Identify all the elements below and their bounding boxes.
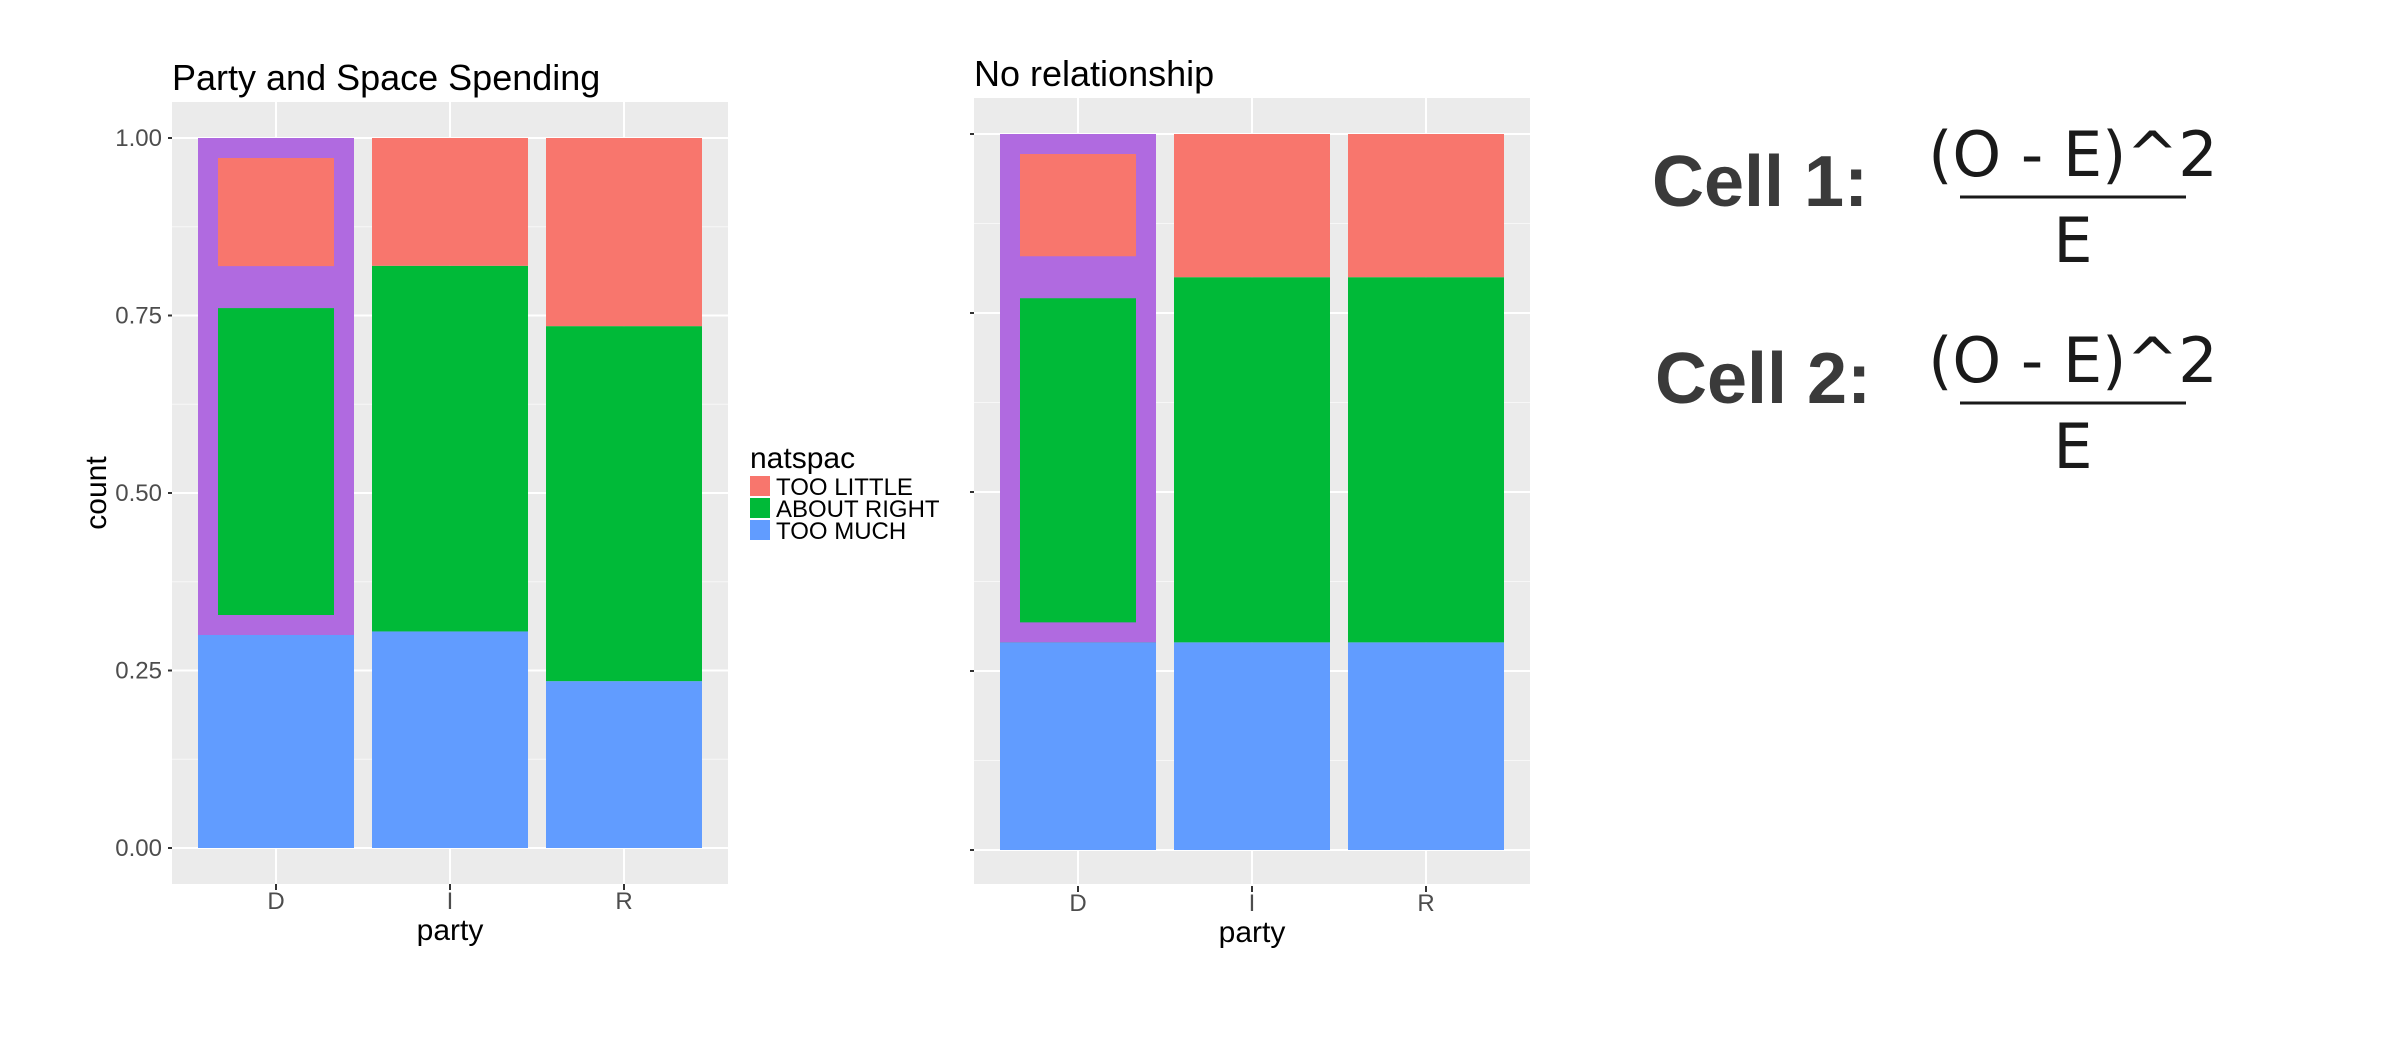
bar-R-about-right xyxy=(1348,277,1504,643)
bar-I-too-little xyxy=(1174,134,1330,278)
legend: natspac TOO LITTLE ABOUT RIGHT TOO MUCH xyxy=(750,442,940,545)
x-tick-label: I xyxy=(1249,890,1256,917)
bar-I-about-right xyxy=(372,265,528,632)
x-tick-label: D xyxy=(267,888,284,915)
legend-label-too-much: TOO MUCH xyxy=(776,518,906,545)
x-axis-label: party xyxy=(1219,916,1286,949)
bar-D-too-much xyxy=(198,635,354,848)
bar-R-too-little xyxy=(546,138,702,327)
bar-I-too-much xyxy=(1174,642,1330,850)
x-tick-label: D xyxy=(1069,890,1086,917)
chart-title: Party and Space Spending xyxy=(172,57,600,98)
legend-swatch-too-little xyxy=(750,476,770,496)
legend-label-about-right: ABOUT RIGHT xyxy=(776,496,940,523)
bar-I-about-right xyxy=(1174,277,1330,643)
formula-cell-2: Cell 2: (O - E)^2 E xyxy=(1655,324,2218,483)
y-tick-label: 0.25 xyxy=(115,658,162,685)
chart-no-relationship: No relationship D I R party xyxy=(970,53,1530,949)
highlight-box xyxy=(1000,134,1156,643)
y-tick-label: 1.00 xyxy=(115,125,162,152)
bar-I-too-little xyxy=(372,138,528,266)
bar-D-too-little xyxy=(198,138,354,288)
legend-label-too-little: TOO LITTLE xyxy=(776,474,913,501)
bar-R-too-much xyxy=(1348,642,1504,850)
formula-denominator: E xyxy=(2053,410,2092,483)
formula-numerator: (O - E)^2 xyxy=(1928,324,2218,397)
y-axis-label: count xyxy=(80,456,113,530)
bar-R-too-much xyxy=(546,681,702,848)
bar-D-too-little xyxy=(1000,134,1156,278)
chart-title: No relationship xyxy=(974,53,1214,94)
y-tick-label: 0.75 xyxy=(115,303,162,330)
bar-R-about-right xyxy=(546,326,702,682)
y-tick-label: 0.00 xyxy=(115,835,162,862)
y-tick-label: 0.50 xyxy=(115,480,162,507)
formula-numerator: (O - E)^2 xyxy=(1928,118,2218,191)
x-tick-label: R xyxy=(615,888,632,915)
bar-I-too-much xyxy=(372,631,528,848)
x-tick-label: R xyxy=(1417,890,1434,917)
bar-D-about-right xyxy=(1000,277,1156,643)
legend-swatch-about-right xyxy=(750,498,770,518)
chart-party-space-spending: Party and Space Spending 0.00 0.25 0.50 0.7… xyxy=(80,57,728,947)
formula-cell-1: Cell 1: (O - E)^2 E xyxy=(1652,118,2218,277)
formula-denominator: E xyxy=(2053,204,2092,277)
highlight-box xyxy=(198,138,354,635)
bar-R-too-little xyxy=(1348,134,1504,278)
cell-label: Cell 2: xyxy=(1655,339,1871,419)
bar-D-too-much xyxy=(1000,642,1156,850)
x-tick-label: I xyxy=(447,888,454,915)
legend-title: natspac xyxy=(750,442,855,475)
cell-label: Cell 1: xyxy=(1652,142,1868,222)
legend-swatch-too-much xyxy=(750,520,770,540)
bar-D-about-right xyxy=(198,287,354,635)
x-axis-label: party xyxy=(417,914,484,947)
